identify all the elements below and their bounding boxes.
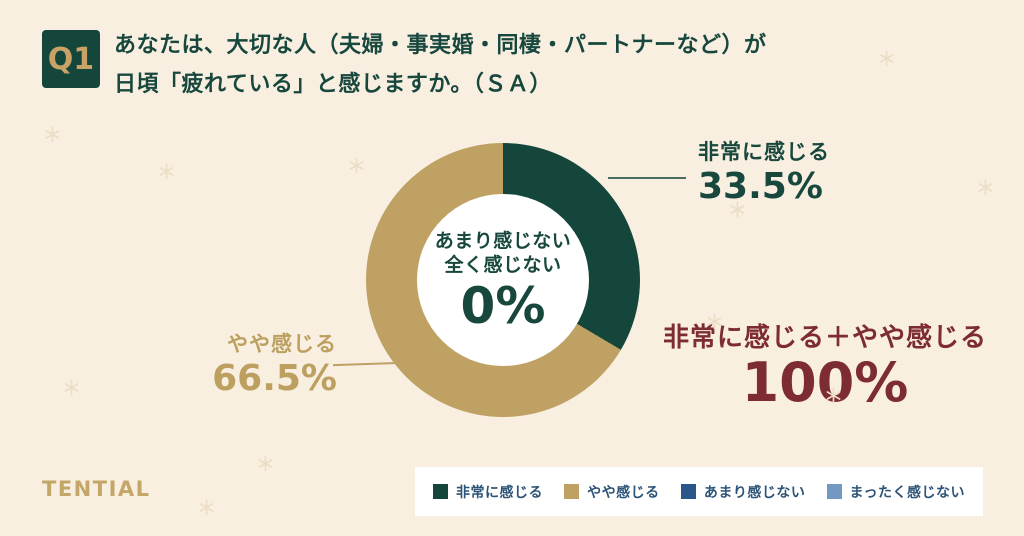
leader-line-very — [608, 177, 686, 179]
legend-item-label: あまり感じない — [703, 484, 806, 501]
question-line-2: 日頃「疲れている」と感じますか。（ＳＡ） — [114, 72, 552, 97]
question-line-1: あなたは、大切な人（夫婦・事実婚・同棲・パートナーなど）が — [114, 33, 767, 58]
question-badge: Q1 — [42, 30, 100, 88]
callout-very-value: 33.5% — [698, 166, 823, 207]
legend-item-3: まったく感じない — [826, 482, 965, 502]
legend-item-label: 非常に感じる — [456, 484, 543, 501]
callout-combined: 非常に感じる＋やや感じる 100% — [652, 321, 998, 411]
sparkle-icon — [63, 379, 80, 396]
legend-swatch-icon — [564, 484, 580, 499]
sparkle-icon — [878, 50, 895, 67]
legend-swatch-icon — [433, 484, 448, 499]
legend-swatch-icon — [826, 484, 842, 499]
sparkle-icon — [257, 455, 274, 472]
legend-item-2: あまり感じない — [680, 482, 806, 502]
leader-line-somewhat — [332, 361, 402, 367]
legend-item-0: 非常に感じる — [433, 482, 543, 502]
legend-item-label: やや感じる — [587, 484, 660, 501]
legend-swatch-icon — [680, 484, 696, 499]
donut-center-line-2: 全く感じない — [444, 253, 562, 276]
sparkle-icon — [977, 179, 994, 196]
callout-somewhat-label: やや感じる — [227, 332, 337, 356]
sparkle-icon — [348, 157, 365, 174]
legend-item-1: やや感じる — [564, 482, 660, 502]
question-text: あなたは、大切な人（夫婦・事実婚・同棲・パートナーなど）が 日頃「疲れている」と… — [114, 26, 874, 104]
callout-very: 非常に感じる 33.5% — [698, 139, 918, 207]
callout-combined-value: 100% — [741, 351, 909, 414]
chart-legend: 非常に感じる やや感じる あまり感じない まったく感じない — [415, 467, 983, 516]
legend-item-label: まったく感じない — [849, 484, 965, 501]
donut-center: あまり感じない 全く感じない 0% — [417, 194, 589, 366]
callout-somewhat-value: 66.5% — [212, 358, 337, 399]
donut-center-value: 0% — [460, 276, 546, 335]
callout-somewhat: やや感じる 66.5% — [187, 331, 337, 399]
sparkle-icon — [198, 499, 215, 516]
sparkle-icon — [44, 126, 61, 143]
sparkle-icon — [158, 163, 175, 180]
callout-combined-label: 非常に感じる＋やや感じる — [662, 323, 987, 353]
callout-very-label: 非常に感じる — [698, 140, 830, 164]
donut-chart: あまり感じない 全く感じない 0% — [366, 143, 640, 417]
question-badge-label: Q1 — [47, 41, 95, 77]
donut-center-line-1: あまり感じない — [434, 229, 572, 252]
tential-logo: TENTIAL — [42, 477, 151, 501]
